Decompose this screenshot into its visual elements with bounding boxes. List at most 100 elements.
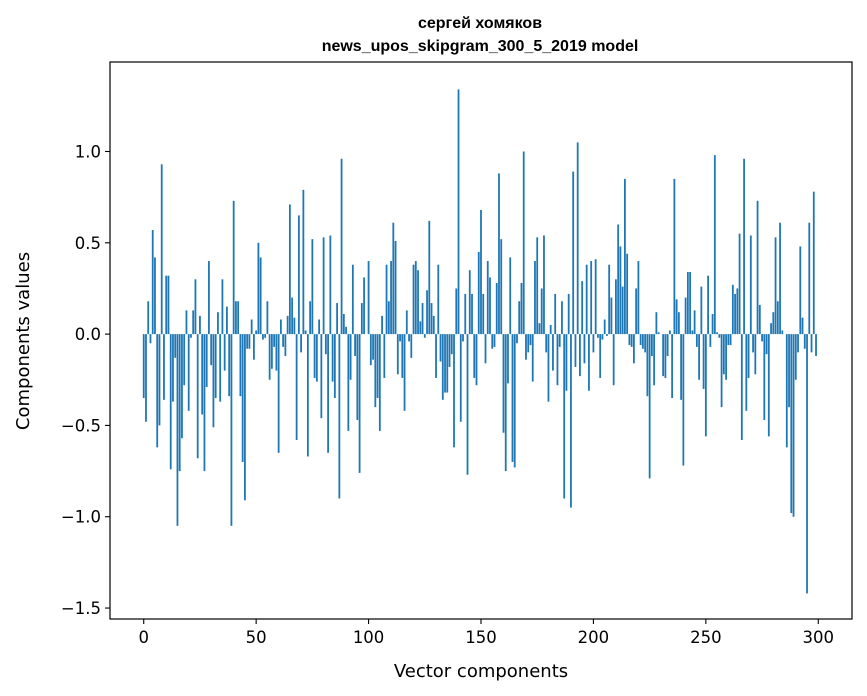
bar-146 — [471, 293, 473, 335]
x-tick-label: 300 — [803, 628, 835, 647]
bar-276 — [763, 334, 766, 420]
bar-96 — [358, 334, 361, 473]
bar-158 — [498, 173, 500, 335]
bar-248 — [700, 286, 703, 335]
bar-204 — [601, 334, 604, 340]
bar-227 — [653, 334, 656, 386]
bar-76 — [313, 334, 316, 378]
bar-294 — [803, 334, 806, 349]
bar-28 — [205, 334, 208, 388]
bar-211 — [617, 224, 620, 335]
bar-203 — [599, 334, 602, 378]
bar-162 — [507, 334, 509, 384]
bar-29 — [208, 261, 210, 335]
bar-182 — [552, 334, 554, 371]
bar-48 — [250, 319, 253, 335]
bar-256 — [718, 334, 721, 338]
bar-126 — [426, 290, 428, 335]
bar-176 — [538, 323, 541, 335]
bar-241 — [684, 297, 687, 335]
bar-124 — [421, 303, 424, 335]
bar-184 — [556, 334, 559, 386]
bar-206 — [606, 334, 608, 336]
bar-185 — [558, 334, 561, 347]
bar-152 — [484, 334, 487, 364]
bar-247 — [698, 334, 700, 380]
bar-55 — [266, 301, 269, 335]
bar-44 — [241, 334, 244, 462]
bar-242 — [686, 272, 689, 335]
bar-259 — [725, 334, 727, 380]
bar-127 — [428, 220, 431, 335]
bar-220 — [637, 261, 640, 335]
bar-91 — [347, 334, 350, 431]
bar-25 — [199, 315, 201, 335]
bar-114 — [399, 334, 401, 342]
bar-269 — [747, 334, 750, 378]
bar-289 — [792, 334, 795, 517]
bar-14 — [174, 334, 177, 358]
bar-172 — [529, 334, 532, 346]
bars-group — [142, 89, 817, 594]
bar-52 — [259, 257, 262, 335]
bar-139 — [455, 288, 458, 335]
bar-223 — [644, 334, 647, 353]
bar-138 — [453, 334, 455, 448]
bar-104 — [376, 334, 379, 399]
bar-224 — [646, 334, 649, 397]
bar-257 — [720, 334, 723, 408]
bar-157 — [495, 282, 498, 335]
bar-268 — [745, 334, 748, 411]
bar-53 — [262, 334, 264, 340]
bar-20 — [187, 334, 190, 411]
bar-74 — [309, 301, 312, 335]
bar-97 — [360, 303, 363, 335]
bar-194 — [579, 334, 581, 377]
bar-189 — [567, 293, 570, 335]
bar-134 — [444, 334, 446, 393]
bar-188 — [565, 334, 568, 391]
bar-214 — [624, 178, 626, 335]
bar-207 — [608, 264, 611, 335]
bar-129 — [432, 315, 435, 335]
bar-119 — [410, 334, 413, 358]
bar-108 — [385, 264, 388, 335]
bar-281 — [774, 237, 777, 335]
bar-217 — [630, 334, 633, 347]
bar-113 — [396, 334, 399, 375]
bar-173 — [531, 334, 534, 382]
bar-133 — [441, 334, 444, 400]
bar-143 — [464, 293, 467, 335]
bar-288 — [790, 334, 793, 514]
bar-170 — [525, 334, 527, 360]
bar-250 — [704, 334, 707, 437]
bar-210 — [615, 279, 617, 335]
bar-274 — [758, 304, 761, 335]
bar-100 — [367, 261, 370, 335]
bar-4 — [151, 230, 154, 335]
bar-41 — [235, 301, 237, 335]
bar-64 — [286, 315, 289, 335]
bar-75 — [311, 239, 314, 335]
bar-233 — [666, 334, 669, 357]
bar-212 — [619, 246, 622, 335]
bar-23 — [194, 279, 197, 335]
bar-150 — [480, 209, 482, 335]
bar-105 — [378, 334, 381, 431]
x-tick-label: 50 — [246, 628, 267, 647]
bar-7 — [158, 334, 161, 426]
bar-192 — [574, 334, 577, 367]
bar-8 — [160, 164, 163, 335]
bar-181 — [549, 324, 552, 335]
bar-69 — [297, 215, 300, 335]
bar-260 — [727, 334, 730, 346]
bar-186 — [561, 301, 563, 335]
bar-122 — [417, 270, 419, 335]
bar-208 — [610, 297, 613, 335]
bar-42 — [237, 301, 240, 335]
bar-222 — [641, 334, 644, 349]
bar-245 — [693, 310, 696, 335]
bar-56 — [268, 334, 271, 380]
